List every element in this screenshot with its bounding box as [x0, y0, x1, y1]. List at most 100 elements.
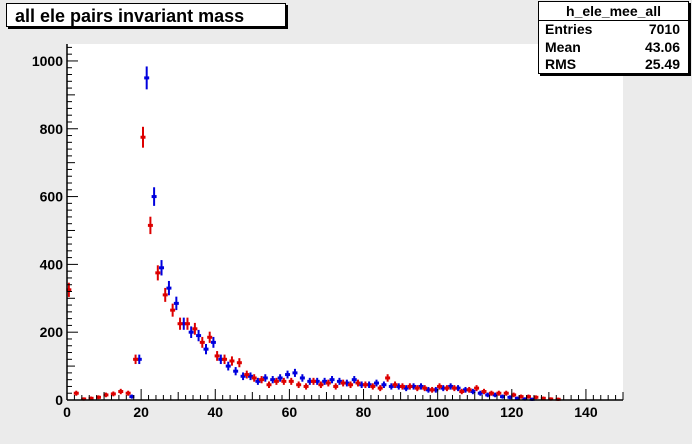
red-data-point	[199, 336, 205, 348]
stats-box: h_ele_mee_all Entries 7010 Mean 43.06 RM…	[538, 1, 689, 74]
blue-data-point	[329, 376, 335, 384]
red-data-point	[155, 265, 161, 281]
blue-data-point	[255, 377, 261, 385]
red-data-point	[362, 381, 368, 389]
red-data-point	[414, 385, 420, 392]
stats-label: RMS	[545, 56, 577, 72]
blue-data-point	[225, 361, 231, 371]
blue-data-point	[173, 296, 179, 311]
x-tick-label: 40	[207, 404, 223, 420]
blue-data-point	[188, 326, 194, 338]
red-data-point	[177, 317, 183, 330]
red-data-point	[488, 390, 494, 396]
blue-data-point	[336, 377, 342, 385]
red-data-point	[236, 358, 242, 368]
red-data-point	[288, 377, 294, 385]
stats-row-entries: Entries 7010	[539, 21, 688, 39]
red-data-point	[73, 390, 79, 396]
red-data-point	[355, 379, 361, 387]
red-data-point	[266, 381, 272, 389]
y-tick-label: 400	[40, 256, 64, 272]
blue-data-point	[322, 377, 328, 385]
red-data-point	[110, 391, 116, 397]
x-tick-label: 0	[63, 404, 71, 420]
red-data-point	[399, 383, 405, 390]
red-data-point	[303, 383, 309, 390]
blue-data-point	[418, 383, 424, 390]
blue-data-point	[448, 383, 454, 390]
stats-value: 43.06	[644, 38, 680, 55]
red-data-point	[192, 322, 198, 335]
blue-data-point	[299, 374, 305, 382]
stats-label: Mean	[545, 38, 581, 55]
data-markers	[66, 66, 561, 401]
plot-area	[67, 44, 623, 400]
red-data-point	[222, 354, 228, 365]
red-data-point	[140, 126, 146, 148]
red-data-point	[496, 390, 502, 396]
red-data-point	[392, 381, 398, 389]
y-ticks: 0 200 400 600 800 1000	[32, 46, 78, 408]
red-data-point	[281, 377, 287, 385]
red-data-point	[377, 385, 383, 392]
red-data-point	[481, 388, 487, 395]
red-data-point	[251, 374, 257, 382]
red-data-point	[170, 303, 176, 317]
red-data-point	[147, 216, 153, 235]
red-data-point	[422, 385, 428, 392]
red-data-point	[118, 388, 124, 395]
red-data-point	[444, 385, 450, 392]
red-data-point	[474, 385, 480, 392]
blue-data-point	[144, 66, 150, 90]
red-data-point	[125, 390, 131, 396]
blue-data-point	[292, 368, 298, 377]
red-data-point	[259, 376, 265, 384]
stats-row-mean: Mean 43.06	[539, 39, 688, 57]
y-tick-label: 0	[55, 392, 63, 408]
blue-data-point	[240, 372, 246, 381]
blue-data-point	[388, 383, 394, 390]
red-data-point	[184, 317, 190, 330]
blue-data-point	[166, 280, 172, 296]
blue-data-point	[477, 390, 483, 396]
x-tick-label: 80	[356, 404, 372, 420]
blue-data-point	[381, 381, 387, 389]
stats-row-rms: RMS 25.49	[539, 56, 688, 74]
y-tick-label: 600	[40, 189, 64, 205]
red-data-point	[503, 390, 509, 396]
blue-data-point	[233, 367, 239, 376]
red-data-point	[370, 383, 376, 390]
red-data-point	[451, 385, 457, 392]
x-tick-label: 60	[282, 404, 298, 420]
blue-data-point	[159, 260, 165, 276]
x-tick-label: 20	[133, 404, 149, 420]
red-data-point	[385, 374, 391, 382]
red-data-point	[162, 287, 168, 302]
stats-value: 25.49	[644, 56, 680, 72]
y-tick-label: 200	[40, 324, 64, 340]
red-data-point	[348, 381, 354, 389]
y-tick-label: 800	[40, 121, 64, 137]
blue-data-point	[151, 187, 157, 206]
blue-data-point	[485, 392, 491, 398]
blue-data-point	[247, 372, 253, 381]
red-data-point	[273, 377, 279, 385]
x-tick-label: 140	[574, 404, 598, 420]
red-data-point	[214, 351, 220, 361]
y-tick-label: 1000	[32, 53, 63, 69]
red-data-point	[325, 379, 331, 387]
blue-data-point	[210, 336, 216, 348]
blue-data-point	[277, 374, 283, 382]
red-data-point	[310, 377, 316, 385]
red-data-point	[407, 383, 413, 390]
stats-value: 7010	[648, 21, 680, 37]
blue-data-point	[470, 388, 476, 395]
red-data-point	[318, 381, 324, 389]
blue-data-point	[285, 370, 291, 379]
red-data-point	[340, 379, 346, 387]
stats-label: Entries	[545, 21, 593, 37]
red-data-point	[296, 381, 302, 389]
red-data-point	[229, 356, 235, 366]
x-tick-label: 120	[500, 404, 524, 420]
